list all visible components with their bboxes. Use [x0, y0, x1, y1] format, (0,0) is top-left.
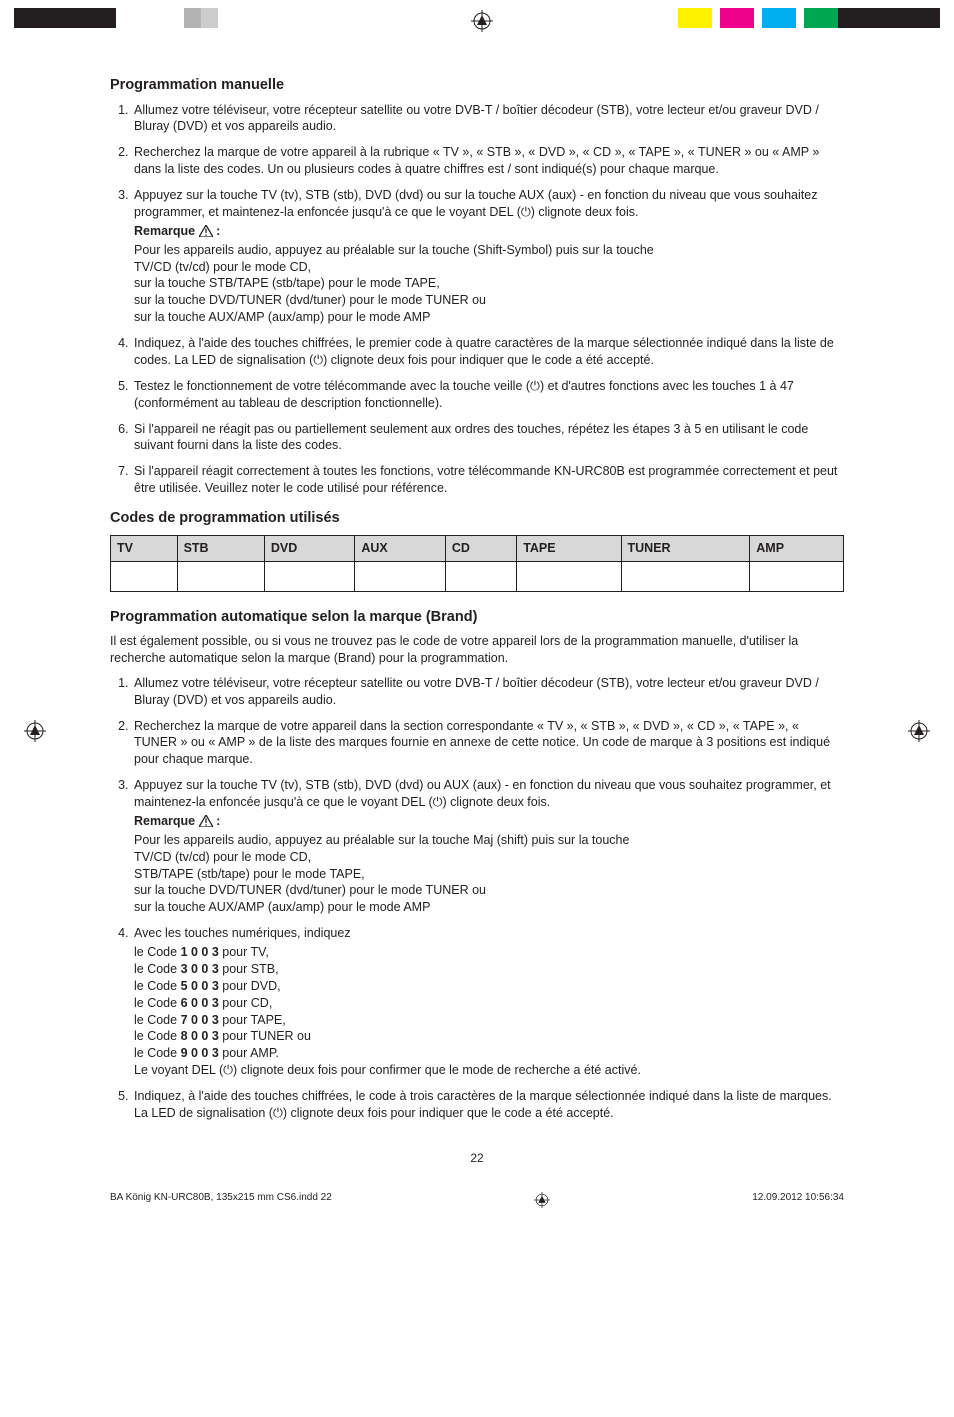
table-header: STB — [177, 535, 264, 561]
table-header: AMP — [750, 535, 844, 561]
list-item: Indiquez, à l'aide des touches chiffrées… — [132, 335, 844, 369]
registration-side-right-icon — [908, 720, 930, 748]
note-line: TV/CD (tv/cd) pour le mode CD, — [134, 850, 311, 864]
note-colon: : — [216, 814, 220, 828]
list-item: Appuyez sur la touche TV (tv), STB (stb)… — [132, 777, 844, 916]
table-cell — [445, 561, 516, 591]
codes-footer: Le voyant DEL (⏻) clignote deux fois pou… — [134, 1062, 844, 1079]
registration-swatch — [150, 8, 184, 28]
note-block: Remarque : Pour les appareils audio, app… — [134, 813, 844, 916]
registration-swatch — [762, 8, 796, 28]
note-line: Pour les appareils audio, appuyez au pré… — [134, 243, 654, 257]
registration-swatch — [201, 8, 218, 28]
table-cell — [111, 561, 178, 591]
registration-swatch — [804, 8, 838, 28]
registration-swatch — [116, 8, 150, 28]
code-line: le Code 8 0 0 3 pour TUNER ou — [134, 1028, 844, 1045]
registration-left — [14, 8, 286, 28]
code-line: le Code 3 0 0 3 pour STB, — [134, 961, 844, 978]
code-line: le Code 6 0 0 3 pour CD, — [134, 995, 844, 1012]
section1-heading: Programmation manuelle — [110, 76, 844, 96]
footer-left: BA König KN-URC80B, 135x215 mm CS6.indd … — [110, 1192, 332, 1211]
footer-right: 12.09.2012 10:56:34 — [752, 1192, 844, 1211]
note-line: Pour les appareils audio, appuyez au pré… — [134, 833, 629, 847]
registration-swatch — [720, 8, 754, 28]
note-line: STB/TAPE (stb/tape) pour le mode TAPE, — [134, 867, 365, 881]
note-line: sur la touche DVD/TUNER (dvd/tuner) pour… — [134, 883, 486, 897]
table-cell — [621, 561, 750, 591]
code-line: le Code 1 0 0 3 pour TV, — [134, 944, 844, 961]
note-block: Remarque : Pour les appareils audio, app… — [134, 223, 844, 326]
registration-swatch — [14, 8, 48, 28]
code-lines: le Code 1 0 0 3 pour TV,le Code 3 0 0 3 … — [134, 944, 844, 1062]
list-item: Testez le fonctionnement de votre téléco… — [132, 378, 844, 412]
registration-side-left-icon — [24, 720, 46, 748]
table-cell — [750, 561, 844, 591]
registration-swatch — [184, 8, 201, 28]
registration-swatch — [872, 8, 906, 28]
code-line: le Code 5 0 0 3 pour DVD, — [134, 978, 844, 995]
note-label: Remarque — [134, 814, 195, 828]
warning-icon — [199, 225, 213, 242]
table-header: TV — [111, 535, 178, 561]
list-item: Recherchez la marque de votre appareil à… — [132, 144, 844, 178]
note-line: sur la touche AUX/AMP (aux/amp) pour le … — [134, 900, 430, 914]
list-item: Si l'appareil ne réagit pas ou partielle… — [132, 421, 844, 455]
page-content: Programmation manuelle Allumez votre tél… — [0, 36, 954, 1186]
footer-center-icon — [534, 1192, 550, 1211]
registration-swatch — [838, 8, 872, 28]
table-header: DVD — [264, 535, 355, 561]
registration-swatch — [82, 8, 116, 28]
registration-swatch — [906, 8, 940, 28]
registration-swatch — [796, 8, 804, 28]
print-footer: BA König KN-URC80B, 135x215 mm CS6.indd … — [0, 1186, 954, 1221]
registration-swatch — [218, 8, 252, 28]
section2-heading: Programmation automatique selon la marqu… — [110, 608, 844, 628]
table-cell — [264, 561, 355, 591]
table-cell — [355, 561, 446, 591]
print-registration-bar — [0, 0, 954, 36]
registration-swatch — [48, 8, 82, 28]
note-line: sur la touche STB/TAPE (stb/tape) pour l… — [134, 276, 440, 290]
page-number: 22 — [110, 1150, 844, 1166]
list-item: Recherchez la marque de votre appareil d… — [132, 718, 844, 769]
note-line: sur la touche AUX/AMP (aux/amp) pour le … — [134, 310, 430, 324]
table-header: TUNER — [621, 535, 750, 561]
registration-swatch — [252, 8, 286, 28]
item-text: Appuyez sur la touche TV (tv), STB (stb)… — [134, 778, 831, 809]
warning-icon — [199, 815, 213, 832]
registration-swatch — [754, 8, 762, 28]
registration-swatch — [712, 8, 720, 28]
list-item: Allumez votre téléviseur, votre récepteu… — [132, 675, 844, 709]
table-header: CD — [445, 535, 516, 561]
registration-swatch — [678, 8, 712, 28]
note-colon: : — [216, 224, 220, 238]
item-text: Appuyez sur la touche TV (tv), STB (stb)… — [134, 188, 817, 219]
list-item: Appuyez sur la touche TV (tv), STB (stb)… — [132, 187, 844, 326]
table-cell — [517, 561, 621, 591]
codes-heading: Codes de programmation utilisés — [110, 509, 844, 529]
codes-table: TVSTBDVDAUXCDTAPETUNERAMP — [110, 535, 844, 592]
section2-intro: Il est également possible, ou si vous ne… — [110, 633, 844, 667]
note-line: TV/CD (tv/cd) pour le mode CD, — [134, 260, 311, 274]
code-line: le Code 9 0 0 3 pour AMP. — [134, 1045, 844, 1062]
code-line: le Code 7 0 0 3 pour TAPE, — [134, 1012, 844, 1029]
list-item: Allumez votre téléviseur, votre récepteu… — [132, 102, 844, 136]
note-label: Remarque — [134, 224, 195, 238]
table-header: AUX — [355, 535, 446, 561]
table-cell — [177, 561, 264, 591]
list-item: Indiquez, à l'aide des touches chiffrées… — [132, 1088, 844, 1122]
note-line: sur la touche DVD/TUNER (dvd/tuner) pour… — [134, 293, 486, 307]
registration-center-icon — [471, 8, 493, 36]
section2-list: Allumez votre téléviseur, votre récepteu… — [110, 675, 844, 1122]
table-header: TAPE — [517, 535, 621, 561]
section1-list: Allumez votre téléviseur, votre récepteu… — [110, 102, 844, 498]
list-item: Avec les touches numériques, indiquez le… — [132, 925, 844, 1079]
item-text: Avec les touches numériques, indiquez — [134, 926, 351, 940]
registration-right — [678, 8, 940, 28]
list-item: Si l'appareil réagit correctement à tout… — [132, 463, 844, 497]
